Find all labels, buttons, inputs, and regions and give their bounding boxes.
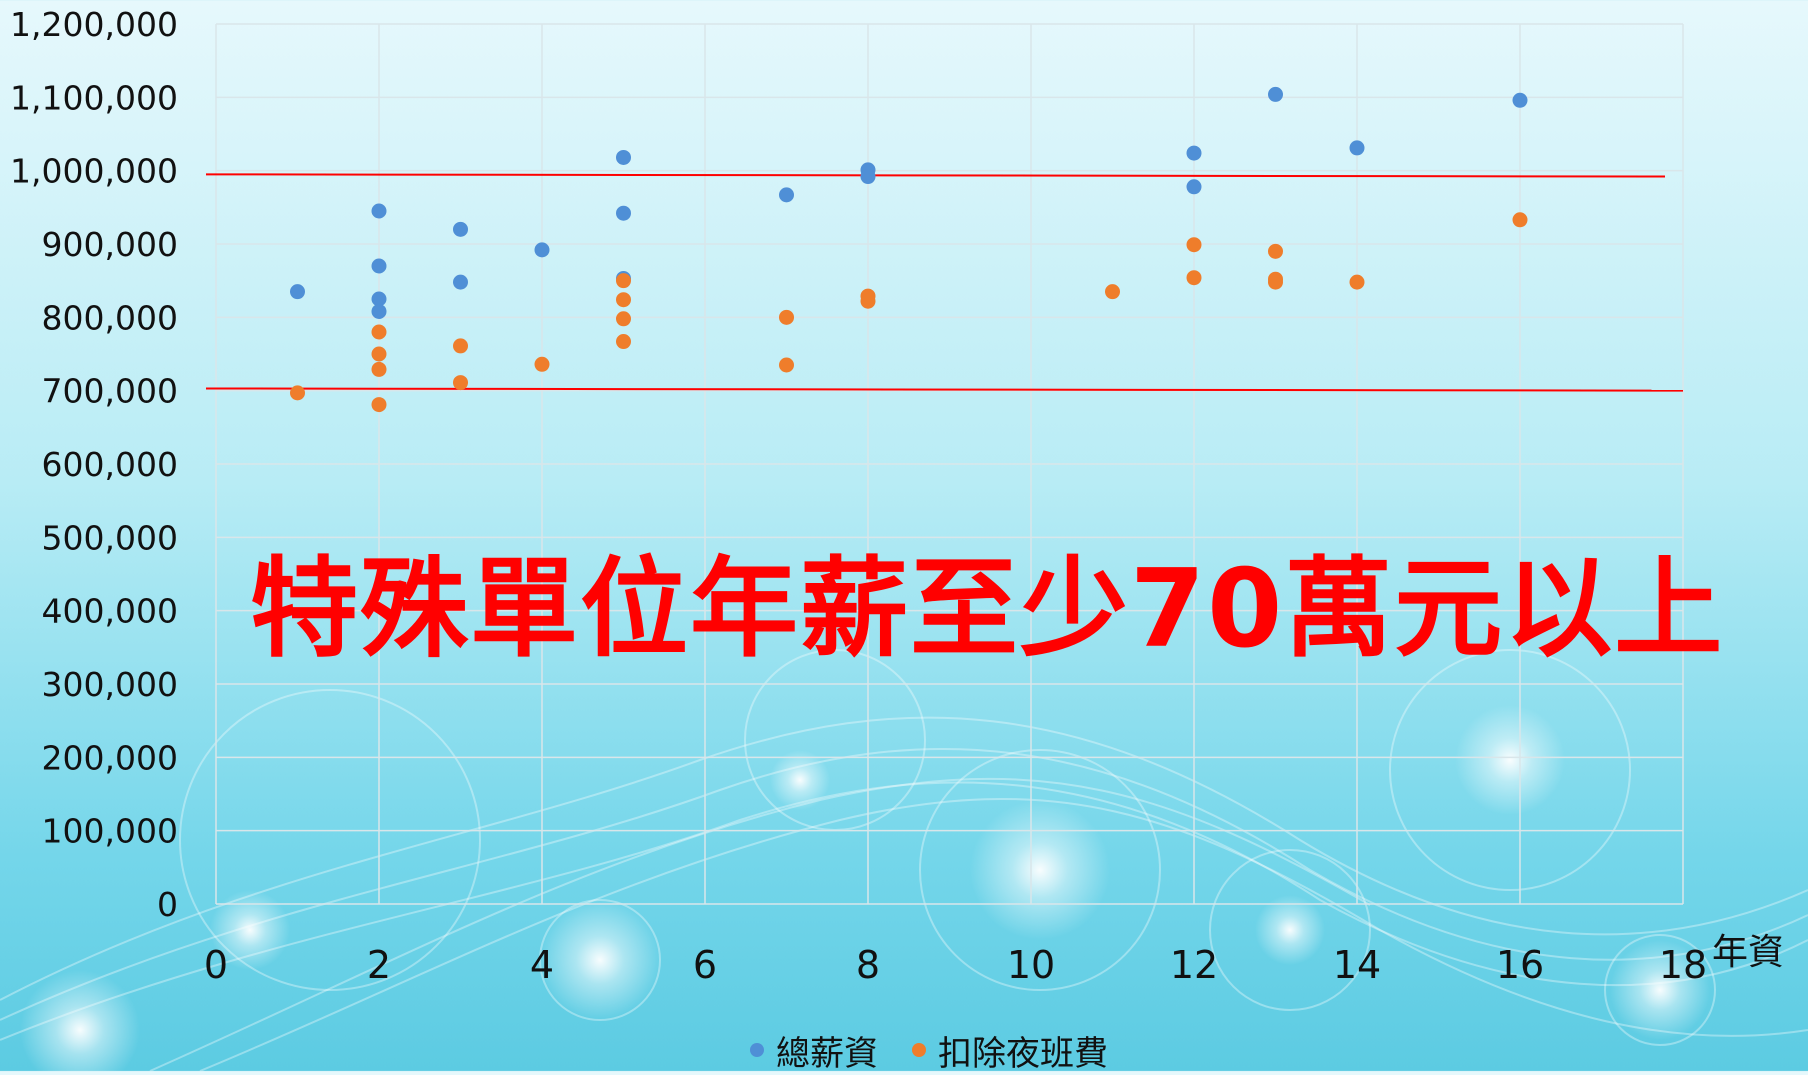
excluding-night-pay-point xyxy=(453,375,468,391)
excluding-night-pay-point xyxy=(371,324,387,340)
excluding-night-pay-point xyxy=(453,338,468,354)
x-tick-label: 8 xyxy=(856,943,880,987)
x-tick-label: 14 xyxy=(1333,943,1381,987)
total-salary-point xyxy=(1512,92,1528,108)
excluding-night-pay-point xyxy=(371,346,387,362)
excluding-night-pay-point xyxy=(616,273,631,289)
total-salary-point xyxy=(860,169,876,185)
x-tick-label: 2 xyxy=(367,943,391,987)
total-salary-point xyxy=(616,149,631,165)
excluding-night-pay-point xyxy=(290,385,305,401)
x-tick-label: 10 xyxy=(1007,943,1055,987)
x-tick-label: 12 xyxy=(1170,943,1218,987)
total-salary-point xyxy=(779,187,794,203)
excluding-night-pay-point xyxy=(1268,274,1283,290)
total-salary-point xyxy=(1186,179,1202,195)
y-tick-label: 500,000 xyxy=(42,518,178,557)
y-tick-label: 1,100,000 xyxy=(10,78,178,117)
legend-label-excluding-night-pay: 扣除夜班費 xyxy=(938,1033,1108,1074)
y-tick-label: 600,000 xyxy=(42,445,178,484)
excluding-night-pay-point xyxy=(616,311,631,327)
total-salary-point xyxy=(1349,140,1365,156)
data-points xyxy=(290,86,1528,413)
headline-annotation: 特殊單位年薪至少70萬元以上 xyxy=(250,547,1725,672)
legend-marker-orange xyxy=(912,1043,926,1057)
total-salary-point xyxy=(534,242,550,258)
total-salary-point xyxy=(453,221,468,237)
total-salary-point xyxy=(616,205,631,221)
total-salary-point xyxy=(371,258,387,274)
axis-ticks: 0 100,000 200,000 300,000 400,000 500,000 600,… xyxy=(10,5,1707,987)
excluding-night-pay-point xyxy=(1186,237,1202,253)
grid-lines xyxy=(215,23,1684,905)
y-tick-label: 200,000 xyxy=(42,738,178,777)
chart-legend: 總薪資 扣除夜班費 xyxy=(750,1030,1108,1074)
excluding-night-pay-point xyxy=(1512,212,1528,228)
excluding-night-pay-point xyxy=(1349,274,1365,290)
excluding-night-pay-point xyxy=(1268,243,1283,259)
y-tick-label: 0 xyxy=(157,885,178,924)
legend-label-total-salary: 總薪資 xyxy=(776,1033,878,1074)
excluding-night-pay-point xyxy=(1105,284,1120,300)
excluding-night-pay-point xyxy=(371,361,387,377)
excluding-night-pay-point xyxy=(860,293,876,309)
total-salary-point xyxy=(290,284,305,300)
x-tick-label: 4 xyxy=(530,943,554,987)
y-tick-label: 900,000 xyxy=(42,225,178,264)
excluding-night-pay-point xyxy=(1186,270,1202,286)
y-tick-label: 800,000 xyxy=(42,298,178,337)
y-tick-label: 1,200,000 xyxy=(10,5,178,44)
reference-line xyxy=(205,173,1666,178)
x-tick-label: 0 xyxy=(204,943,228,987)
total-salary-point xyxy=(1186,145,1202,161)
excluding-night-pay-point xyxy=(616,292,631,308)
x-tick-label: 18 xyxy=(1659,943,1707,987)
y-tick-label: 300,000 xyxy=(42,665,178,704)
y-tick-label: 100,000 xyxy=(42,812,178,851)
excluding-night-pay-point xyxy=(371,397,387,413)
total-salary-point xyxy=(371,303,387,319)
y-tick-label: 700,000 xyxy=(42,372,178,411)
x-axis-label: 年資 xyxy=(1712,932,1784,973)
total-salary-point xyxy=(371,203,387,219)
total-salary-point xyxy=(371,291,387,307)
y-tick-label: 1,000,000 xyxy=(10,152,178,191)
x-tick-label: 16 xyxy=(1496,943,1544,987)
excluding-night-pay-point xyxy=(534,356,550,372)
reference-line xyxy=(205,387,1684,392)
excluding-night-pay-point xyxy=(779,357,794,373)
legend-marker-blue xyxy=(750,1043,764,1057)
y-tick-label: 400,000 xyxy=(42,592,178,631)
legend-item-total-salary: 總薪資 xyxy=(750,1026,878,1075)
excluding-night-pay-point xyxy=(616,334,631,350)
total-salary-point xyxy=(1268,86,1283,102)
excluding-night-pay-point xyxy=(779,309,794,325)
legend-item-excluding-night-pay: 扣除夜班費 xyxy=(912,1026,1108,1075)
reference-lines xyxy=(205,173,1684,392)
x-tick-label: 6 xyxy=(693,943,717,987)
total-salary-point xyxy=(453,274,468,290)
